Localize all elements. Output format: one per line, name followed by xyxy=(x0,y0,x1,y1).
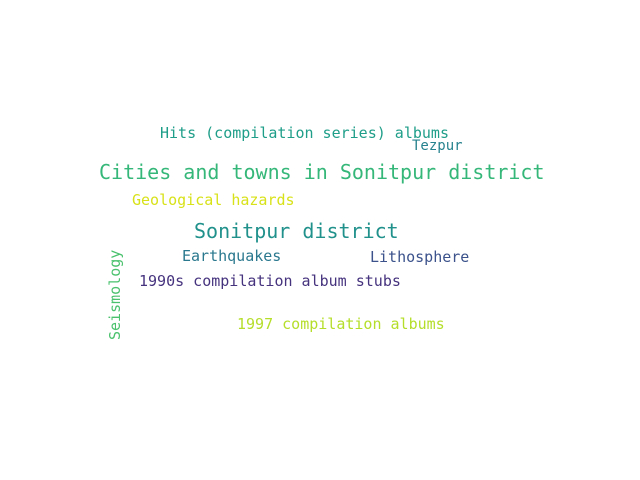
word-sonitpur-district: Sonitpur district xyxy=(194,219,399,243)
word-tezpur: Tezpur xyxy=(412,138,463,154)
word-earthquakes: Earthquakes xyxy=(182,247,282,265)
word-seismology: Seismology xyxy=(106,249,124,340)
word-lithosphere: Lithosphere xyxy=(370,248,470,266)
word-cities-and-towns: Cities and towns in Sonitpur district xyxy=(99,160,545,184)
word-hits-compilation-series-albums: Hits (compilation series) albums xyxy=(160,124,449,142)
word-geological-hazards: Geological hazards xyxy=(132,191,295,209)
word-1997-compilation-albums: 1997 compilation albums xyxy=(237,315,445,333)
word-1990s-compilation-album-stubs: 1990s compilation album stubs xyxy=(139,272,401,290)
